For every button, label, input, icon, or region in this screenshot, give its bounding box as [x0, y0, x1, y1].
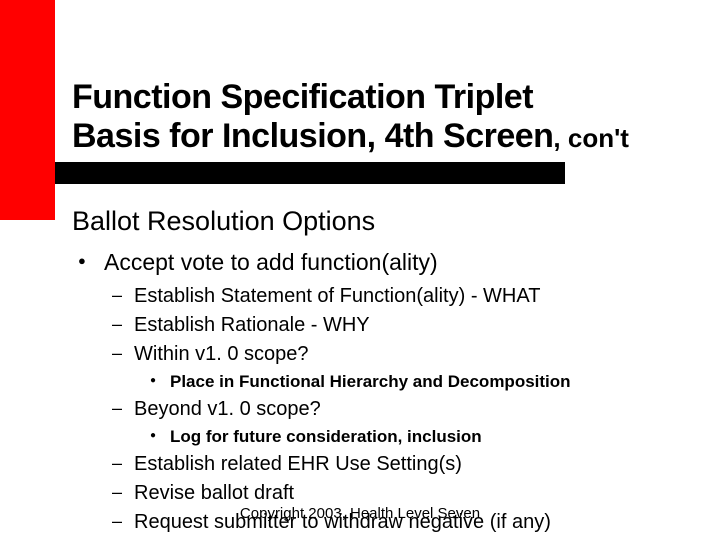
list-item: Revise ballot draft: [72, 481, 692, 506]
slide-title: Function Specification Triplet Basis for…: [72, 78, 702, 156]
title-underline-bar: [55, 162, 565, 184]
list-item: Place in Functional Hierarchy and Decomp…: [72, 371, 692, 393]
list-item: Accept vote to add function(ality): [72, 249, 692, 276]
title-line-2-main: Basis for Inclusion, 4th Screen: [72, 117, 553, 155]
title-line-2-suffix: , con't: [553, 123, 629, 153]
list-item: Establish related EHR Use Setting(s): [72, 452, 692, 477]
slide-body: Ballot Resolution Options Accept vote to…: [72, 206, 692, 539]
section-heading: Ballot Resolution Options: [72, 206, 692, 237]
slide: Function Specification Triplet Basis for…: [0, 0, 720, 540]
list-item: Beyond v1. 0 scope?: [72, 397, 692, 422]
copyright-footer: Copyright 2003, Health Level Seven: [0, 505, 720, 522]
title-line-1: Function Specification Triplet: [72, 78, 702, 117]
list-item: Within v1. 0 scope?: [72, 342, 692, 367]
bullet-list: Accept vote to add function(ality) Estab…: [72, 249, 692, 535]
list-item: Log for future consideration, inclusion: [72, 426, 692, 448]
title-line-2: Basis for Inclusion, 4th Screen, con't: [72, 117, 702, 156]
list-item: Establish Statement of Function(ality) -…: [72, 284, 692, 309]
red-accent-strip: [0, 0, 55, 220]
list-item: Establish Rationale - WHY: [72, 313, 692, 338]
